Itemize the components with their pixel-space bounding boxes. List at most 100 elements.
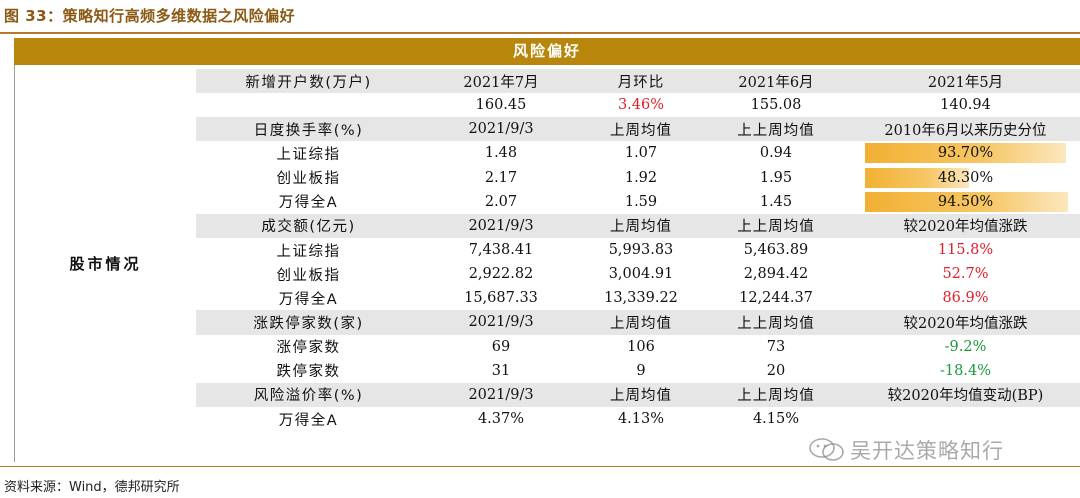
data-cell: 31 [491, 362, 511, 379]
table-row: 160.45 3.46% 155.08 140.94 [196, 93, 1080, 117]
data-cell: 52.7% [942, 266, 989, 283]
data-cell: 2.07 [484, 193, 518, 210]
percentile-bar [865, 143, 1067, 164]
row-label: 创业板指 [276, 267, 341, 284]
data-cell: 2.17 [484, 169, 518, 186]
data-cell: 160.45 [475, 97, 527, 114]
data-cell: 4.15% [752, 411, 800, 428]
column-header: 2021年5月 [851, 69, 1080, 94]
data-cell: -18.4% [940, 362, 991, 379]
column-header: 2021年7月 [421, 69, 581, 94]
data-cell: 106 [627, 338, 655, 355]
table-row: 上证综指 7,438.41 5,993.83 5,463.89 115.8% [196, 238, 1080, 262]
column-header: 上上周均值 [701, 310, 851, 335]
section-header-row: 日度换手率(%) 2021/9/3 上周均值 上上周均值 2010年6月以来历史分位 [196, 117, 1080, 142]
column-header: 上上周均值 [701, 117, 851, 142]
table-row: 上证综指 1.48 1.07 0.94 93.70% [196, 141, 1080, 165]
column-header: 上周均值 [581, 310, 701, 335]
data-cell: 94.50% [851, 190, 1080, 214]
data-cell: 4.37% [477, 411, 525, 428]
column-header: 2021年6月 [701, 69, 851, 94]
data-cell: 7,438.41 [468, 242, 534, 259]
column-header: 上周均值 [581, 382, 701, 407]
data-cell: 93.70% [851, 141, 1080, 165]
data-cell: 2,922.82 [468, 266, 534, 283]
column-header: 2021/9/3 [421, 117, 581, 142]
data-cell: 5,993.83 [608, 242, 674, 259]
data-cell: 4.13% [617, 411, 665, 428]
row-label [196, 93, 421, 117]
data-cell: 2,894.42 [743, 266, 809, 283]
wechat-watermark: 吴开达策略知行 [808, 436, 1004, 464]
section-label: 新增开户数(万户) [196, 69, 421, 94]
table-row: 万得全A 4.37% 4.13% 4.15% [196, 407, 1080, 431]
watermark-text: 吴开达策略知行 [850, 439, 1004, 463]
data-cell: 1.45 [759, 193, 793, 210]
column-header: 较2020年均值涨跌 [851, 213, 1080, 238]
data-cell: 1.92 [624, 169, 658, 186]
column-header: 较2020年均值变动(BP) [851, 382, 1080, 407]
side-category-label: 股市情况 [14, 65, 196, 462]
section-header-row: 成交额(亿元) 2021/9/3 上周均值 上上周均值 较2020年均值涨跌 [196, 213, 1080, 238]
data-cell: 0.94 [759, 145, 793, 162]
row-label: 上证综指 [276, 243, 341, 260]
percentile-bar [865, 191, 1069, 212]
column-header: 2021/9/3 [421, 310, 581, 335]
data-cell: 5,463.89 [743, 242, 809, 259]
row-label: 创业板指 [276, 171, 341, 188]
data-cell: 73 [766, 338, 786, 355]
data-cell: 15,687.33 [464, 290, 538, 307]
data-cell: 48.30% [851, 166, 1080, 190]
column-header: 上周均值 [581, 117, 701, 142]
data-cell: 12,244.37 [739, 290, 813, 307]
table-row: 创业板指 2.17 1.92 1.95 48.30% [196, 166, 1080, 190]
column-header: 月环比 [581, 69, 701, 94]
row-label: 跌停家数 [276, 364, 341, 381]
data-cell: 3,004.91 [608, 266, 674, 283]
column-header: 上上周均值 [701, 213, 851, 238]
table-row: 万得全A 2.07 1.59 1.45 94.50% [196, 190, 1080, 214]
section-header-row: 新增开户数(万户) 2021年7月 月环比 2021年6月 2021年5月 [196, 69, 1080, 94]
data-cell: 9 [636, 362, 646, 379]
section-label: 涨跌停家数(家) [196, 310, 421, 335]
percentile-value: 48.30% [937, 169, 994, 186]
column-header: 2010年6月以来历史分位 [851, 117, 1080, 142]
data-cell: 1.59 [624, 193, 658, 210]
data-cell: 1.95 [759, 169, 793, 186]
data-cell: 69 [491, 338, 511, 355]
data-cell [851, 407, 1080, 431]
row-label: 万得全A [278, 412, 339, 429]
risk-appetite-table: 新增开户数(万户) 2021年7月 月环比 2021年6月 2021年5月 160.45 3… [196, 69, 1080, 431]
row-label: 万得全A [278, 195, 339, 212]
column-header: 较2020年均值涨跌 [851, 310, 1080, 335]
figure-title: 图 33：策略知行高频多维数据之风险偏好 [4, 7, 296, 25]
data-cell: 20 [766, 362, 786, 379]
wechat-icon [809, 438, 844, 461]
table-row: 万得全A 15,687.33 13,339.22 12,244.37 86.9% [196, 286, 1080, 310]
bottom-divider [0, 466, 1080, 467]
column-header: 2021/9/3 [421, 382, 581, 407]
section-label: 日度换手率(%) [196, 117, 421, 142]
percentile-value: 94.50% [937, 193, 994, 210]
section-label: 成交额(亿元) [196, 213, 421, 238]
table-row: 创业板指 2,922.82 3,004.91 2,894.42 52.7% [196, 262, 1080, 286]
data-cell: 115.8% [937, 242, 994, 259]
column-header: 上上周均值 [701, 382, 851, 407]
source-note: 资料来源：Wind，德邦研究所 [4, 480, 180, 495]
table-header-band: 风险偏好 [14, 38, 1080, 65]
row-label: 上证综指 [276, 146, 341, 163]
data-cell: 13,339.22 [604, 290, 678, 307]
percentile-bar [865, 167, 969, 188]
section-label: 风险溢价率(%) [196, 382, 421, 407]
table-row: 涨停家数 69 106 73 -9.2% [196, 335, 1080, 359]
data-cell: -9.2% [944, 338, 987, 355]
column-header: 上周均值 [581, 213, 701, 238]
data-cell: 1.07 [624, 145, 658, 162]
data-cell: 1.48 [484, 145, 518, 162]
data-cell: 86.9% [942, 290, 989, 307]
section-header-row: 涨跌停家数(家) 2021/9/3 上周均值 上上周均值 较2020年均值涨跌 [196, 310, 1080, 335]
data-cell: 3.46% [617, 97, 665, 114]
column-header: 2021/9/3 [421, 213, 581, 238]
data-cell: 155.08 [750, 97, 802, 114]
row-label: 涨停家数 [276, 340, 341, 357]
